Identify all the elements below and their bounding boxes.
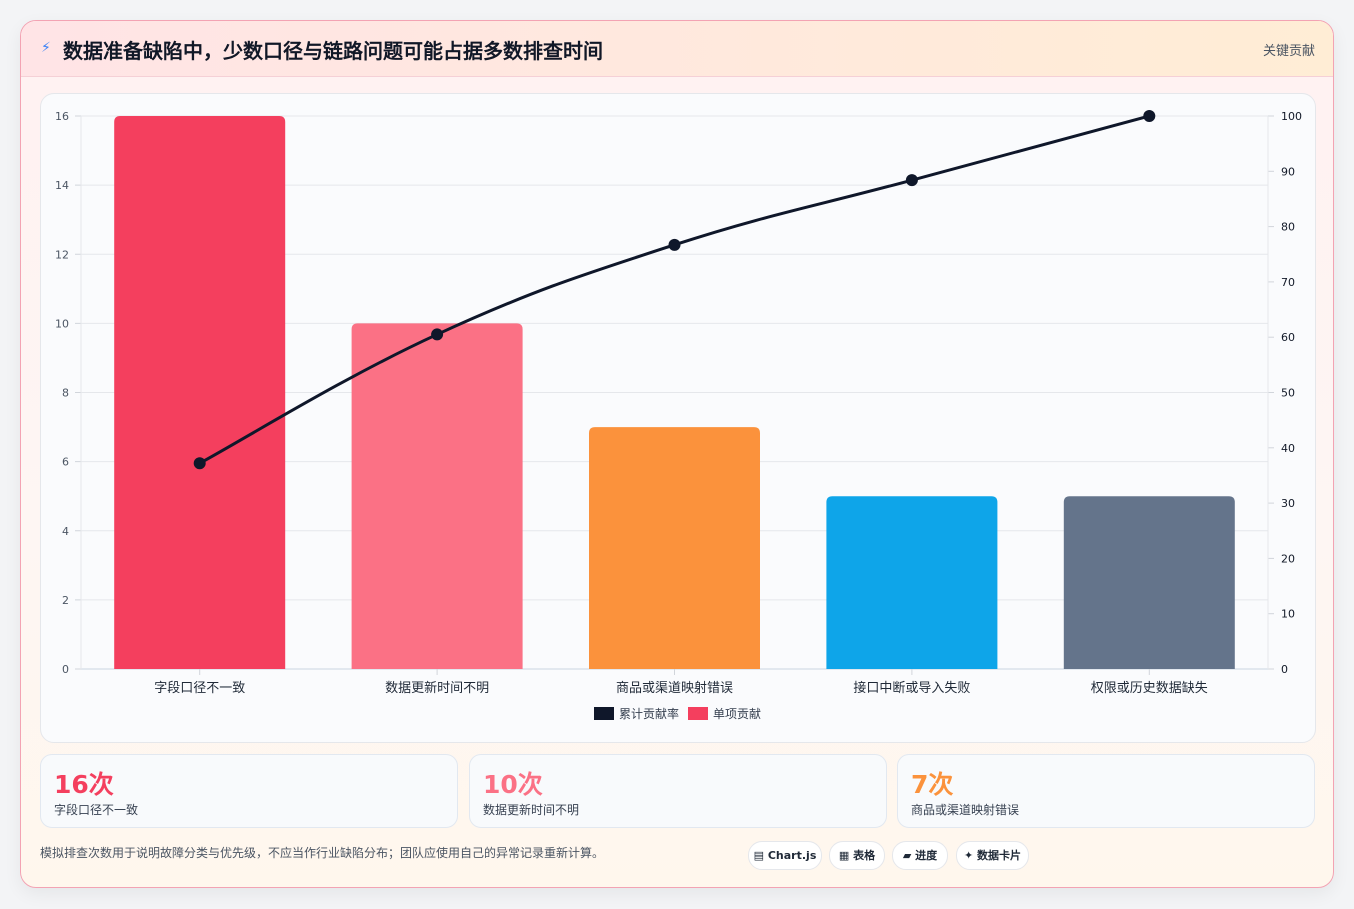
y2-tick-label: 30: [1281, 497, 1295, 510]
y2-tick-label: 10: [1281, 608, 1295, 621]
cumulative-point: [668, 238, 681, 251]
stat-label: 数据更新时间不明: [483, 803, 580, 817]
x-tick-label: 权限或历史数据缺失: [1091, 680, 1208, 696]
cumulative-point: [905, 174, 918, 187]
stat-value: 16次: [54, 770, 114, 799]
y-tick-label: 14: [55, 179, 69, 192]
y-tick-label: 12: [55, 248, 69, 261]
cumulative-line: [198, 114, 1150, 465]
y2-tick-label: 80: [1281, 221, 1295, 234]
y2-tick-label: 50: [1281, 387, 1295, 400]
stat-value: 10次: [483, 770, 543, 799]
y-tick-label: 2: [62, 594, 69, 607]
x-tick-label: 接口中断或导入失败: [853, 680, 970, 696]
cumulative-point: [1143, 110, 1156, 122]
pill-label: Chart.js: [767, 849, 817, 862]
y2-tick-label: 70: [1281, 276, 1295, 289]
y-tick-label: 10: [55, 317, 69, 330]
cumulative-point: [193, 457, 206, 470]
sparkle-icon: ✦: [963, 849, 974, 862]
pareto-chart: 0 2 4 6 8 10 12 14 16 0 10 20 30 40 50 60 70 80 90 100 字段口径不…: [55, 110, 1302, 721]
y2-tick-label: 90: [1281, 165, 1295, 178]
stat-label: 商品或渠道映射错误: [911, 803, 1020, 817]
y2-tick-label: 20: [1281, 552, 1295, 565]
stat-value: 7次: [911, 770, 954, 799]
pill-chartjs[interactable]: ▤ Chart.js: [748, 841, 822, 870]
y2-tick-label: 60: [1281, 331, 1295, 344]
x-tick-label: 字段口径不一致: [154, 681, 245, 696]
x-tick-label: 商品或渠道映射错误: [616, 680, 733, 696]
legend-label-single: 单项贡献: [713, 706, 761, 721]
y2-tick-label: 40: [1281, 442, 1295, 455]
bar: [114, 116, 286, 669]
y-tick-label: 16: [55, 110, 69, 123]
card-header: ⚡ 数据准备缺陷中，少数口径与链路问题可能占据多数排查时间 关键贡献: [21, 21, 1333, 77]
table-icon: ▦: [838, 849, 850, 862]
lightning-icon: ⚡: [41, 40, 51, 56]
chart-card: ⚡ 数据准备缺陷中，少数口径与链路问题可能占据多数排查时间 关键贡献 0 2 4 6 8…: [20, 20, 1334, 888]
bar: [1063, 496, 1235, 669]
header-tag: 关键贡献: [1262, 44, 1315, 59]
pill-table[interactable]: ▦ 表格: [829, 841, 885, 870]
y-tick-label: 0: [62, 663, 69, 676]
bar: [589, 427, 760, 669]
y2-tick-label: 100: [1281, 110, 1302, 123]
progress-icon: ▰: [902, 849, 912, 862]
chart-title: 数据准备缺陷中，少数口径与链路问题可能占据多数排查时间: [63, 39, 603, 63]
stat-card-1: 16次 字段口径不一致: [40, 754, 458, 828]
pill-label: 进度: [915, 849, 938, 862]
bar: [826, 496, 998, 669]
footnote: 模拟排查次数用于说明故障分类与优先级，不应当作行业缺陷分布；团队应使用自己的异常…: [40, 846, 605, 860]
y2-tick-label: 0: [1281, 663, 1288, 676]
pill-progress[interactable]: ▰ 进度: [892, 841, 948, 870]
legend-swatch-single: [688, 707, 708, 720]
y-tick-label: 6: [62, 456, 69, 469]
legend-label-cumulative: 累计贡献率: [619, 706, 679, 721]
chart-icon: ▤: [753, 849, 765, 862]
pill-label: 数据卡片: [977, 849, 1022, 862]
cumulative-point: [431, 328, 444, 341]
stat-card-3: 7次 商品或渠道映射错误: [897, 754, 1315, 828]
bar: [351, 323, 523, 669]
stat-label: 字段口径不一致: [54, 803, 139, 817]
legend-swatch-cumulative: [594, 707, 614, 720]
y-tick-label: 8: [62, 387, 69, 400]
stat-card-2: 10次 数据更新时间不明: [469, 754, 887, 828]
pill-label: 表格: [853, 849, 876, 862]
pill-data-card[interactable]: ✦ 数据卡片: [956, 841, 1029, 870]
chart-area: 0 2 4 6 8 10 12 14 16 0 10 20 30 40 50 60 70 80 90 100 字段口径不…: [40, 93, 1316, 743]
x-tick-label: 数据更新时间不明: [385, 680, 489, 696]
y-tick-label: 4: [62, 525, 69, 538]
